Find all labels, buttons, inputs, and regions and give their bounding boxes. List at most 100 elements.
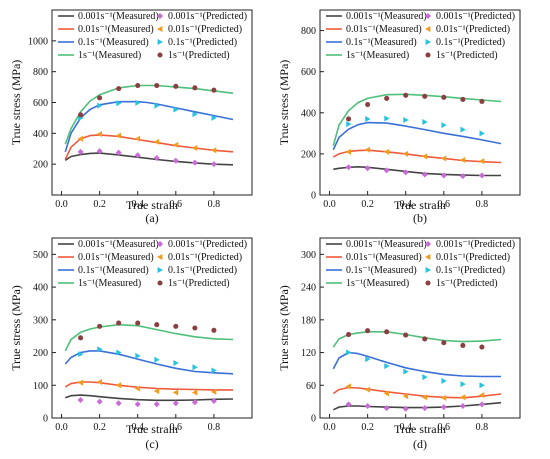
data-point-p01	[135, 352, 141, 359]
data-point-p0001	[402, 169, 409, 176]
panel-label: (a)	[145, 211, 158, 225]
legend-label: 0.001s⁻¹(Measured)	[78, 239, 159, 250]
legend-label: 0.1s⁻¹(Measured)	[78, 265, 149, 276]
data-point-p1	[173, 323, 179, 329]
legend: 0.001s⁻¹(Measured) 0.001s⁻¹(Predicted) 0.0…	[58, 11, 247, 61]
y-tick-label: 0	[311, 191, 316, 202]
data-point-p1	[154, 82, 160, 89]
x-tick-label: 0.4	[131, 422, 144, 433]
y-tick-label: 1000	[28, 36, 48, 47]
data-point-p0001	[210, 397, 217, 404]
data-point-p1	[422, 336, 428, 342]
data-point-p0001	[115, 400, 122, 407]
x-tick-label: 0.4	[399, 422, 412, 433]
x-tick-label: 0.6	[170, 199, 183, 210]
legend-label: 0.1s⁻¹(Predicted)	[168, 37, 237, 48]
data-point-p1	[460, 342, 466, 349]
y-tick-label: 600	[301, 67, 316, 78]
data-point-p1	[135, 320, 141, 326]
data-point-p1	[154, 322, 160, 328]
legend-label: 0.1s⁻¹(Predicted)	[436, 265, 505, 276]
data-point-p0001	[478, 172, 485, 179]
x-tick-label: 0.8	[476, 199, 489, 210]
legend-label: 0.01s⁻¹(Measured)	[346, 252, 422, 263]
data-point-p001	[459, 394, 466, 401]
data-point-p001	[402, 393, 409, 400]
y-tick-label: 100	[33, 381, 48, 392]
data-point-p1	[441, 94, 447, 100]
series-line-s1	[332, 330, 502, 348]
data-point-p001	[191, 389, 198, 396]
data-point-p1	[97, 323, 103, 329]
data-point-p001	[478, 392, 485, 399]
legend-label: 0.01s⁻¹(Predicted)	[436, 24, 510, 35]
data-point-p1	[460, 96, 466, 102]
data-point-p1	[78, 335, 84, 341]
legend-label: 0.001s⁻¹(Predicted)	[168, 239, 247, 250]
y-tick-label: 400	[33, 283, 48, 294]
data-point-p001	[77, 135, 83, 142]
data-point-p0001	[134, 401, 141, 408]
chart-panel-4: 0.0 0.2 0.4 0.6 0.8 0 60 120 180 240 300 True strai…	[277, 237, 521, 451]
y-tick-label: 300	[33, 315, 48, 326]
legend-label: 1s⁻¹(Measured)	[78, 50, 141, 61]
data-point-p001	[421, 394, 428, 401]
data-point-p0001	[96, 148, 103, 155]
legend: 0.001s⁻¹(Measured) 0.001s⁻¹(Predicted) 0.0…	[58, 239, 247, 289]
data-point-p1	[116, 320, 122, 326]
series-line-s001	[332, 386, 502, 399]
data-point-p0001	[77, 148, 84, 155]
legend-label: 0.1s⁻¹(Measured)	[346, 265, 417, 276]
data-point-p01	[154, 102, 160, 109]
data-point-p1	[135, 82, 141, 89]
data-point-p0001	[440, 404, 447, 411]
data-point-p1	[365, 102, 371, 108]
data-point-p01	[192, 111, 198, 118]
y-tick-label: 0	[311, 414, 316, 425]
data-point-p01	[422, 119, 428, 126]
chart-panel-2: 0.0 0.2 0.4 0.6 0.8 0 200 400 600 800 True strain T…	[277, 9, 521, 225]
data-point-p001	[96, 131, 103, 138]
x-axis-title: True strain	[126, 422, 178, 436]
data-point-p001	[153, 388, 160, 395]
legend-marker-p0001	[157, 241, 163, 247]
legend-marker-p1	[425, 280, 431, 286]
data-point-p0001	[134, 152, 141, 159]
series-line-s001	[64, 381, 233, 391]
x-tick-label: 0.2	[93, 422, 106, 433]
y-tick-label: 180	[301, 315, 316, 326]
legend-label: 0.1s⁻¹(Predicted)	[436, 37, 505, 48]
data-point-p0001	[421, 405, 428, 412]
data-point-p0001	[364, 403, 371, 409]
data-point-p01	[384, 363, 390, 370]
series-line-s01	[64, 100, 234, 153]
data-point-p0001	[191, 399, 198, 406]
data-point-p01	[346, 121, 352, 128]
legend-label: 0.01s⁻¹(Measured)	[346, 24, 422, 35]
data-point-p001	[134, 385, 141, 392]
legend-label: 0.001s⁻¹(Predicted)	[168, 11, 247, 22]
y-tick-label: 0	[43, 414, 48, 425]
data-point-p0001	[383, 167, 390, 174]
panel-label: (b)	[413, 211, 427, 225]
y-tick-label: 800	[33, 67, 48, 78]
y-tick-label: 800	[301, 26, 316, 37]
data-point-p0001	[77, 397, 84, 403]
data-point-p001	[153, 138, 160, 145]
x-tick-label: 0.8	[476, 422, 489, 433]
plot-frame	[319, 237, 521, 419]
x-tick-label: 0.2	[93, 199, 106, 210]
data-point-p01	[460, 381, 466, 388]
x-tick-label: 0.2	[361, 422, 374, 433]
data-point-p01	[211, 114, 217, 121]
data-point-p001	[383, 390, 390, 397]
data-point-p001	[210, 388, 217, 395]
data-point-p1	[211, 87, 217, 93]
data-point-p001	[210, 147, 217, 154]
x-tick-label: 0.0	[55, 199, 68, 210]
series-line-s0001	[333, 166, 501, 177]
data-point-p01	[97, 346, 103, 353]
data-point-p1	[192, 85, 198, 91]
legend-label: 1s⁻¹(Measured)	[346, 50, 409, 61]
data-point-p001	[440, 394, 447, 401]
